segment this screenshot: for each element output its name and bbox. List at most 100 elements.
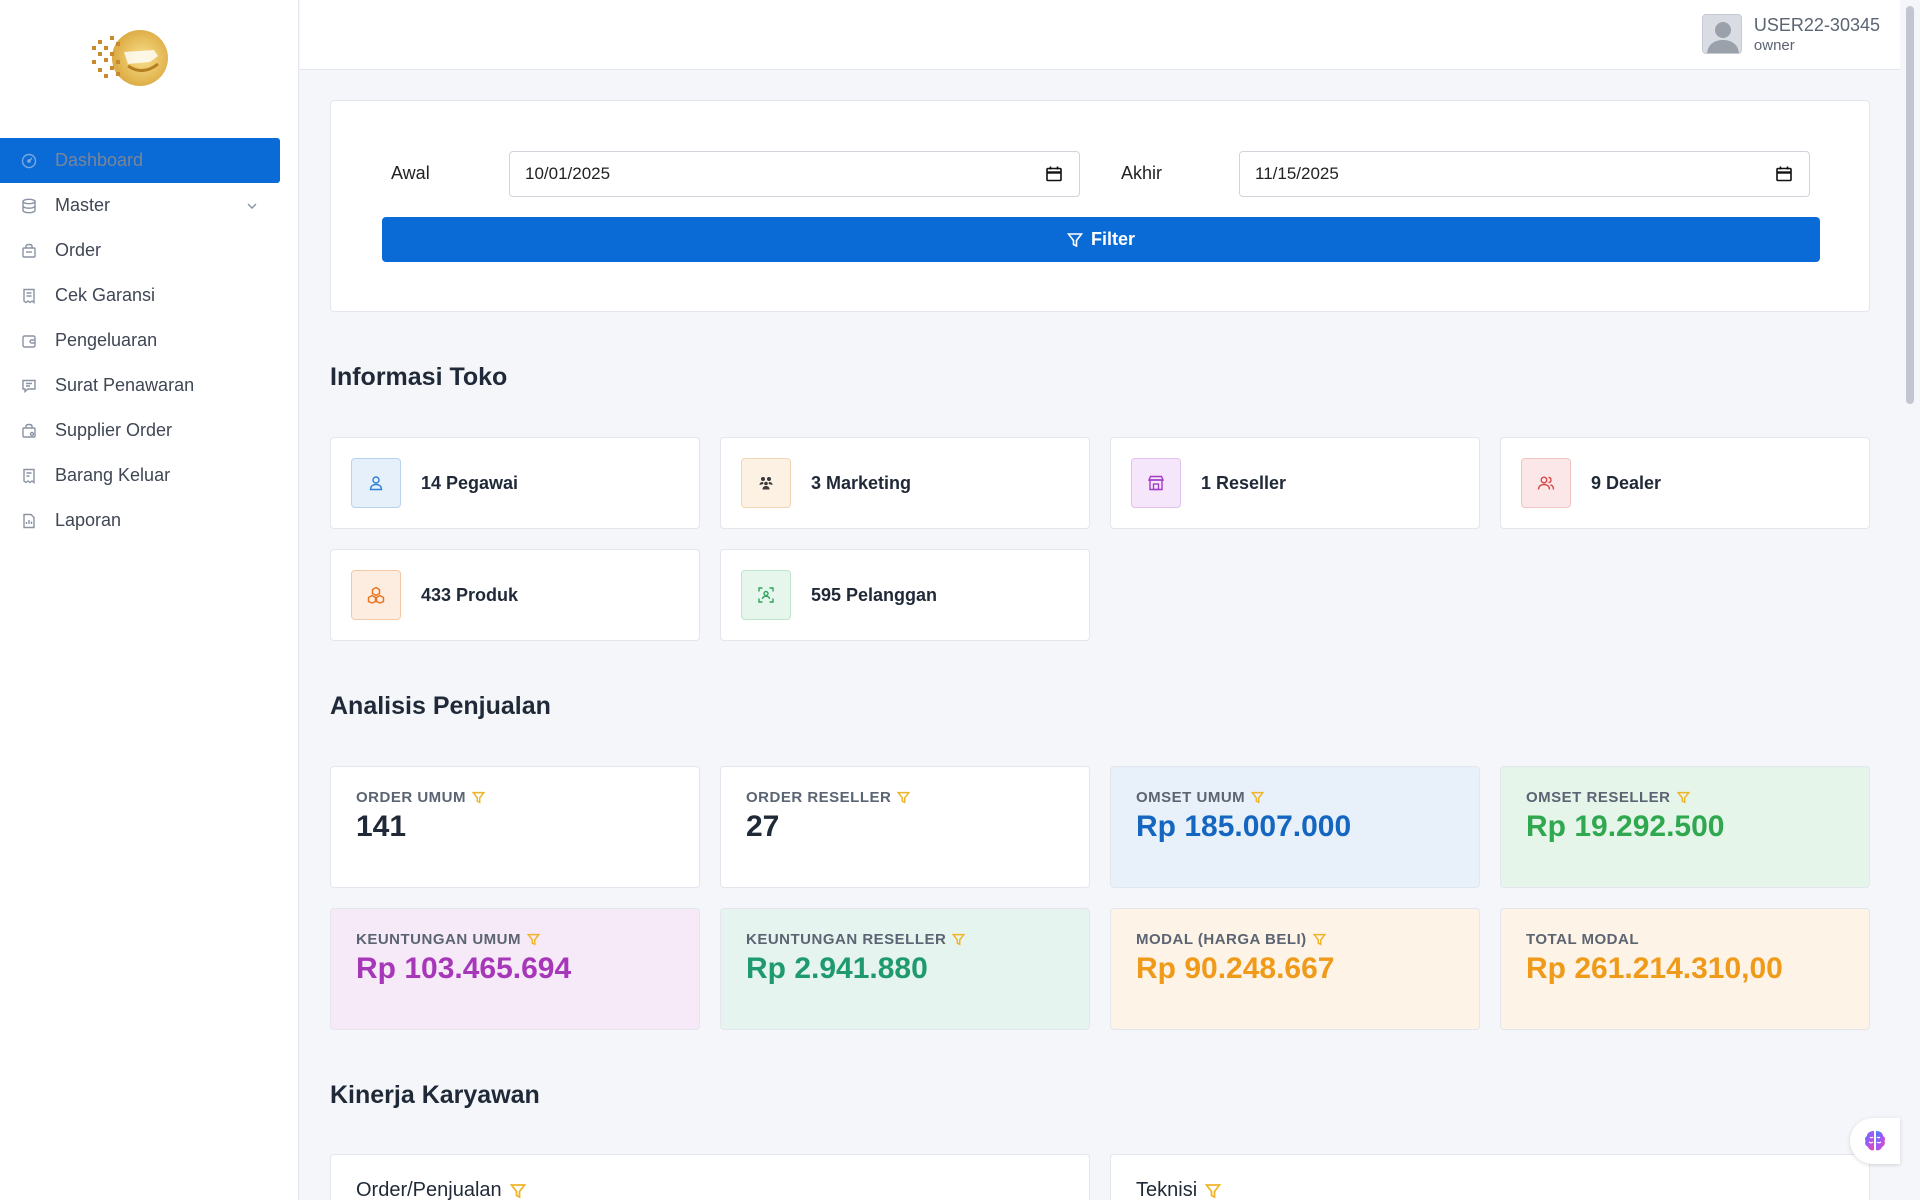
stat-label: ORDER UMUM [356,789,466,806]
filter-icon[interactable] [1676,791,1690,804]
perf-card-order-penjualan: Order/Penjualan [330,1154,1090,1200]
end-date-value: 11/15/2025 [1255,164,1339,183]
topbar: USER22-30345 owner [300,0,1900,70]
date-filter-card: Awal 10/01/2025 Akhir 11/15/2025 Filter [330,100,1870,312]
filter-icon[interactable] [1312,933,1326,946]
sidebar-item-label: Surat Penawaran [55,375,195,395]
sidebar-item-label: Master [55,195,111,215]
info-card-reseller[interactable]: 1 Reseller [1110,437,1480,529]
stat-value: 141 [356,810,407,843]
stat-value: 27 [746,810,780,843]
info-card-text: 9 Dealer [1591,472,1662,493]
end-date-input[interactable]: 11/15/2025 [1239,151,1810,197]
stat-card-order-umum: ORDER UMUM 141 [330,766,700,888]
info-card-pelanggan[interactable]: 595 Pelanggan [720,549,1090,641]
info-card-marketing[interactable]: 3 Marketing [720,437,1090,529]
perf-card-title: Order/Penjualan [356,1179,502,1200]
sidebar-item-label: Laporan [55,510,122,530]
sidebar-item-label: Supplier Order [55,420,173,440]
section-title-analisis-penjualan: Analisis Penjualan [330,692,551,720]
users-icon [1521,458,1571,508]
sidebar-item-label: Barang Keluar [55,465,171,485]
end-date-label: Akhir [1121,163,1163,183]
perf-card-title: Teknisi [1136,1179,1198,1200]
sidebar: Dashboard Master Order Cek Garansi [0,0,299,1200]
message-icon [20,377,38,395]
start-date-input[interactable]: 10/01/2025 [509,151,1080,197]
filter-button[interactable]: Filter [382,217,1820,262]
wallet-icon [20,332,38,350]
info-card-pegawai[interactable]: 14 Pegawai [330,437,700,529]
scan-user-icon [741,570,791,620]
sidebar-item-surat-penawaran[interactable]: Surat Penawaran [0,363,280,408]
user-menu[interactable]: USER22-30345 owner [1701,14,1880,56]
stat-label: OMSET UMUM [1136,789,1246,806]
info-card-text: 1 Reseller [1201,472,1287,493]
sidebar-item-cek-garansi[interactable]: Cek Garansi [0,273,280,318]
start-date-label: Awal [391,163,430,183]
stat-label: MODAL (HARGA BELI) [1136,931,1307,948]
main-content: Awal 10/01/2025 Akhir 11/15/2025 Filter … [330,100,1870,1200]
info-card-text: 14 Pegawai [421,472,519,493]
chevron-down-icon[interactable] [246,199,258,213]
scrollbar-thumb[interactable] [1906,6,1914,404]
scrollbar[interactable] [1900,0,1920,1200]
user-role: owner [1753,37,1795,54]
stat-label: ORDER RESELLER [746,789,892,806]
stat-value: Rp 19.292.500 [1526,810,1725,843]
filter-icon[interactable] [509,1183,526,1199]
stat-card-omset-umum: OMSET UMUM Rp 185.007.000 [1110,766,1480,888]
stat-value: Rp 90.248.667 [1136,952,1335,985]
stat-card-keuntungan-reseller: KEUNTUNGAN RESELLER Rp 2.941.880 [720,908,1090,1030]
bag-icon [20,422,38,440]
boxes-icon [351,570,401,620]
receipt-icon [20,287,38,305]
sidebar-item-order[interactable]: Order [0,228,280,273]
user-name: USER22-30345 [1753,15,1880,35]
team-icon [741,458,791,508]
stat-label: KEUNTUNGAN UMUM [356,931,521,948]
brand-logo[interactable] [88,26,172,90]
info-card-produk[interactable]: 433 Produk [330,549,700,641]
filter-icon[interactable] [1205,1183,1222,1199]
sidebar-item-laporan[interactable]: Laporan [0,498,280,543]
report-icon [20,512,38,530]
ai-assistant-button[interactable] [1850,1118,1900,1164]
filter-icon[interactable] [952,933,966,946]
order-icon [20,242,38,260]
stat-card-keuntungan-umum: KEUNTUNGAN UMUM Rp 103.465.694 [330,908,700,1030]
perf-card-teknisi: Teknisi [1110,1154,1870,1200]
stat-label: OMSET RESELLER [1526,789,1671,806]
shop-icon [1131,458,1181,508]
sidebar-item-label: Order [55,240,102,260]
sidebar-item-dashboard[interactable]: Dashboard [0,138,280,183]
sidebar-item-label: Pengeluaran [55,330,158,350]
filter-icon[interactable] [1251,791,1265,804]
filter-icon[interactable] [897,791,911,804]
sidebar-item-supplier-order[interactable]: Supplier Order [0,408,280,453]
sidebar-item-label: Cek Garansi [55,285,156,305]
database-icon [20,197,38,215]
info-card-text: 433 Produk [421,584,519,605]
filter-icon[interactable] [527,933,540,946]
filter-icon[interactable] [472,791,485,804]
info-card-dealer[interactable]: 9 Dealer [1500,437,1870,529]
stat-value: Rp 261.214.310,00 [1526,952,1783,985]
filter-icon [1066,232,1083,247]
dashboard-icon [20,152,38,170]
calendar-icon[interactable] [1775,165,1793,188]
stat-card-omset-reseller: OMSET RESELLER Rp 19.292.500 [1500,766,1870,888]
avatar[interactable] [1701,14,1742,54]
filter-button-label: Filter [1090,229,1135,249]
stat-card-order-reseller: ORDER RESELLER 27 [720,766,1090,888]
stat-label: TOTAL MODAL [1526,931,1639,948]
sidebar-item-pengeluaran[interactable]: Pengeluaran [0,318,280,363]
sidebar-item-master[interactable]: Master [0,183,280,228]
section-title-informasi-toko: Informasi Toko [330,363,508,391]
receipt-out-icon [20,467,38,485]
sidebar-item-barang-keluar[interactable]: Barang Keluar [0,453,280,498]
user-icon [351,458,401,508]
brain-icon [1865,1131,1885,1151]
calendar-icon[interactable] [1045,165,1063,188]
stat-value: Rp 103.465.694 [356,952,572,985]
